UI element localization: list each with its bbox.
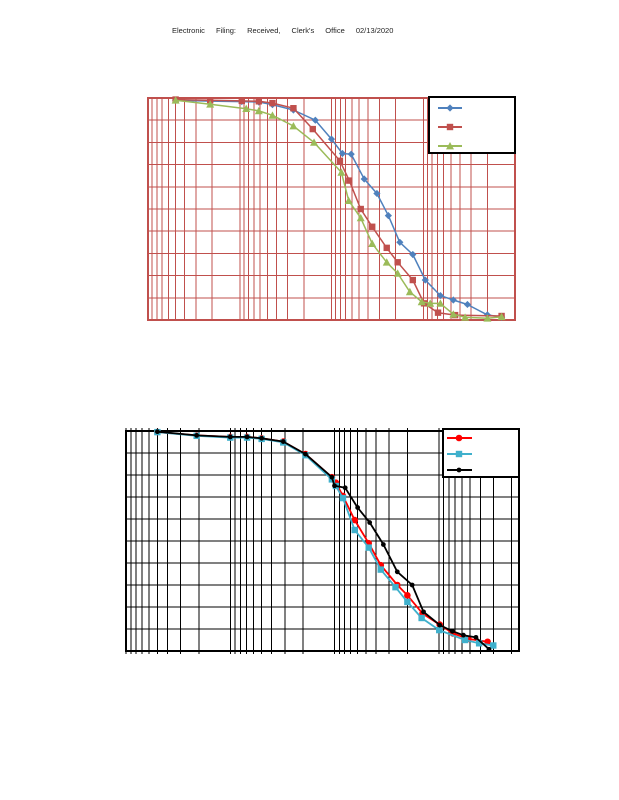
grain-size-chart-top [146,96,517,322]
legend-entry-circle-small-icon [447,467,472,473]
legend [428,96,516,154]
green-triangle-series [171,96,506,322]
grain-size-chart-bottom [124,428,521,654]
legend-entry-square-icon [447,450,472,458]
legend [442,428,520,478]
legend-entry-diamond-icon [438,104,462,112]
black-dot-series [154,429,492,652]
top-grain-size-chart-svg [146,96,517,322]
legend-entry-square-icon [438,123,462,131]
legend-entry-triangle-icon [438,142,462,150]
grid-lines [125,428,519,654]
bottom-grain-size-chart-svg [124,428,521,654]
legend-entry-circle-icon [447,434,472,442]
filing-stamp-text: Electronic Filing: Received, Clerk's Off… [172,26,394,35]
red-circle-series [154,428,491,646]
